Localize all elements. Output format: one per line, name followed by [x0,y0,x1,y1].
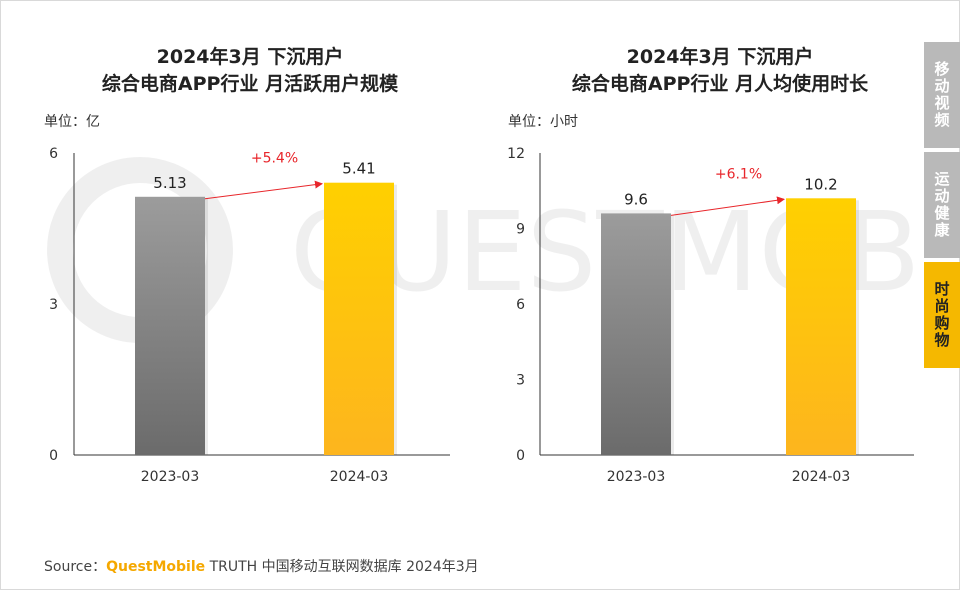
chart1-y-tick-label: 6 [49,146,58,162]
source-brand: QuestMobile [106,559,206,575]
chart1-category-label: 2024-03 [330,469,389,485]
source-text: TRUTH 中国移动互联网数据库 2024年3月 [205,559,479,575]
chart2-unit: 单位：小时 [508,114,578,130]
chart2-value-label: 9.6 [624,190,648,208]
source-footer: Source：QuestMobile TRUTH 中国移动互联网数据库 2024… [44,556,479,576]
chart1-title: 2024年3月 下沉用户 综合电商APP行业 月活跃用户规模 [60,44,440,98]
chart2-title-line1: 2024年3月 下沉用户 [626,46,814,68]
chart1-y-tick-label: 3 [49,297,58,313]
chart2-y-tick-label: 0 [516,448,525,464]
chart2-bar-2024-03 [786,198,856,456]
chart2-growth-label: +6.1% [715,166,762,182]
chart2-title: 2024年3月 下沉用户 综合电商APP行业 月人均使用时长 [530,44,910,98]
chart2-y-tick-label: 12 [507,146,525,162]
chart1-bar-2023-03 [135,196,205,456]
tab-mobile-video[interactable]: 移动视频 [924,42,960,148]
chart1-growth-label: +5.4% [251,151,298,167]
chart1-value-label: 5.13 [153,174,186,192]
chart1-growth-arrow [204,180,323,200]
chart1-value-label: 5.41 [342,160,375,178]
chart1-title-line2: 综合电商APP行业 月活跃用户规模 [101,73,399,95]
chart2-y-tick-label: 6 [516,297,525,313]
chart2-title-line2: 综合电商APP行业 月人均使用时长 [571,73,869,95]
chart2-value-label: 10.2 [804,175,837,193]
chart1-y-tick-label: 0 [49,448,58,464]
chart2-y-tick-label: 9 [516,222,525,238]
tab-sports-health[interactable]: 运动健康 [924,152,960,258]
chart1-unit: 单位：亿 [44,114,100,130]
tab-fashion-shopping[interactable]: 时尚购物 [924,262,960,368]
chart2-growth-arrow [670,196,785,216]
chart1-bar-2024-03 [324,182,394,456]
chart2-category-label: 2023-03 [607,469,666,485]
chart2-category-label: 2024-03 [792,469,851,485]
chart2-y-tick-label: 3 [516,373,525,389]
chart1-category-label: 2023-03 [141,469,200,485]
chart1-title-line1: 2024年3月 下沉用户 [156,46,344,68]
chart2-bar-2023-03 [601,213,671,455]
category-sidebar: 移动视频 运动健康 时尚购物 [924,0,960,590]
source-prefix: Source： [44,559,107,575]
bar-charts: 0 3 6 5.13 2023-03 5.41 2024-03 +5.4% 0 3 6 9 12 9.6 2… [49,146,914,485]
